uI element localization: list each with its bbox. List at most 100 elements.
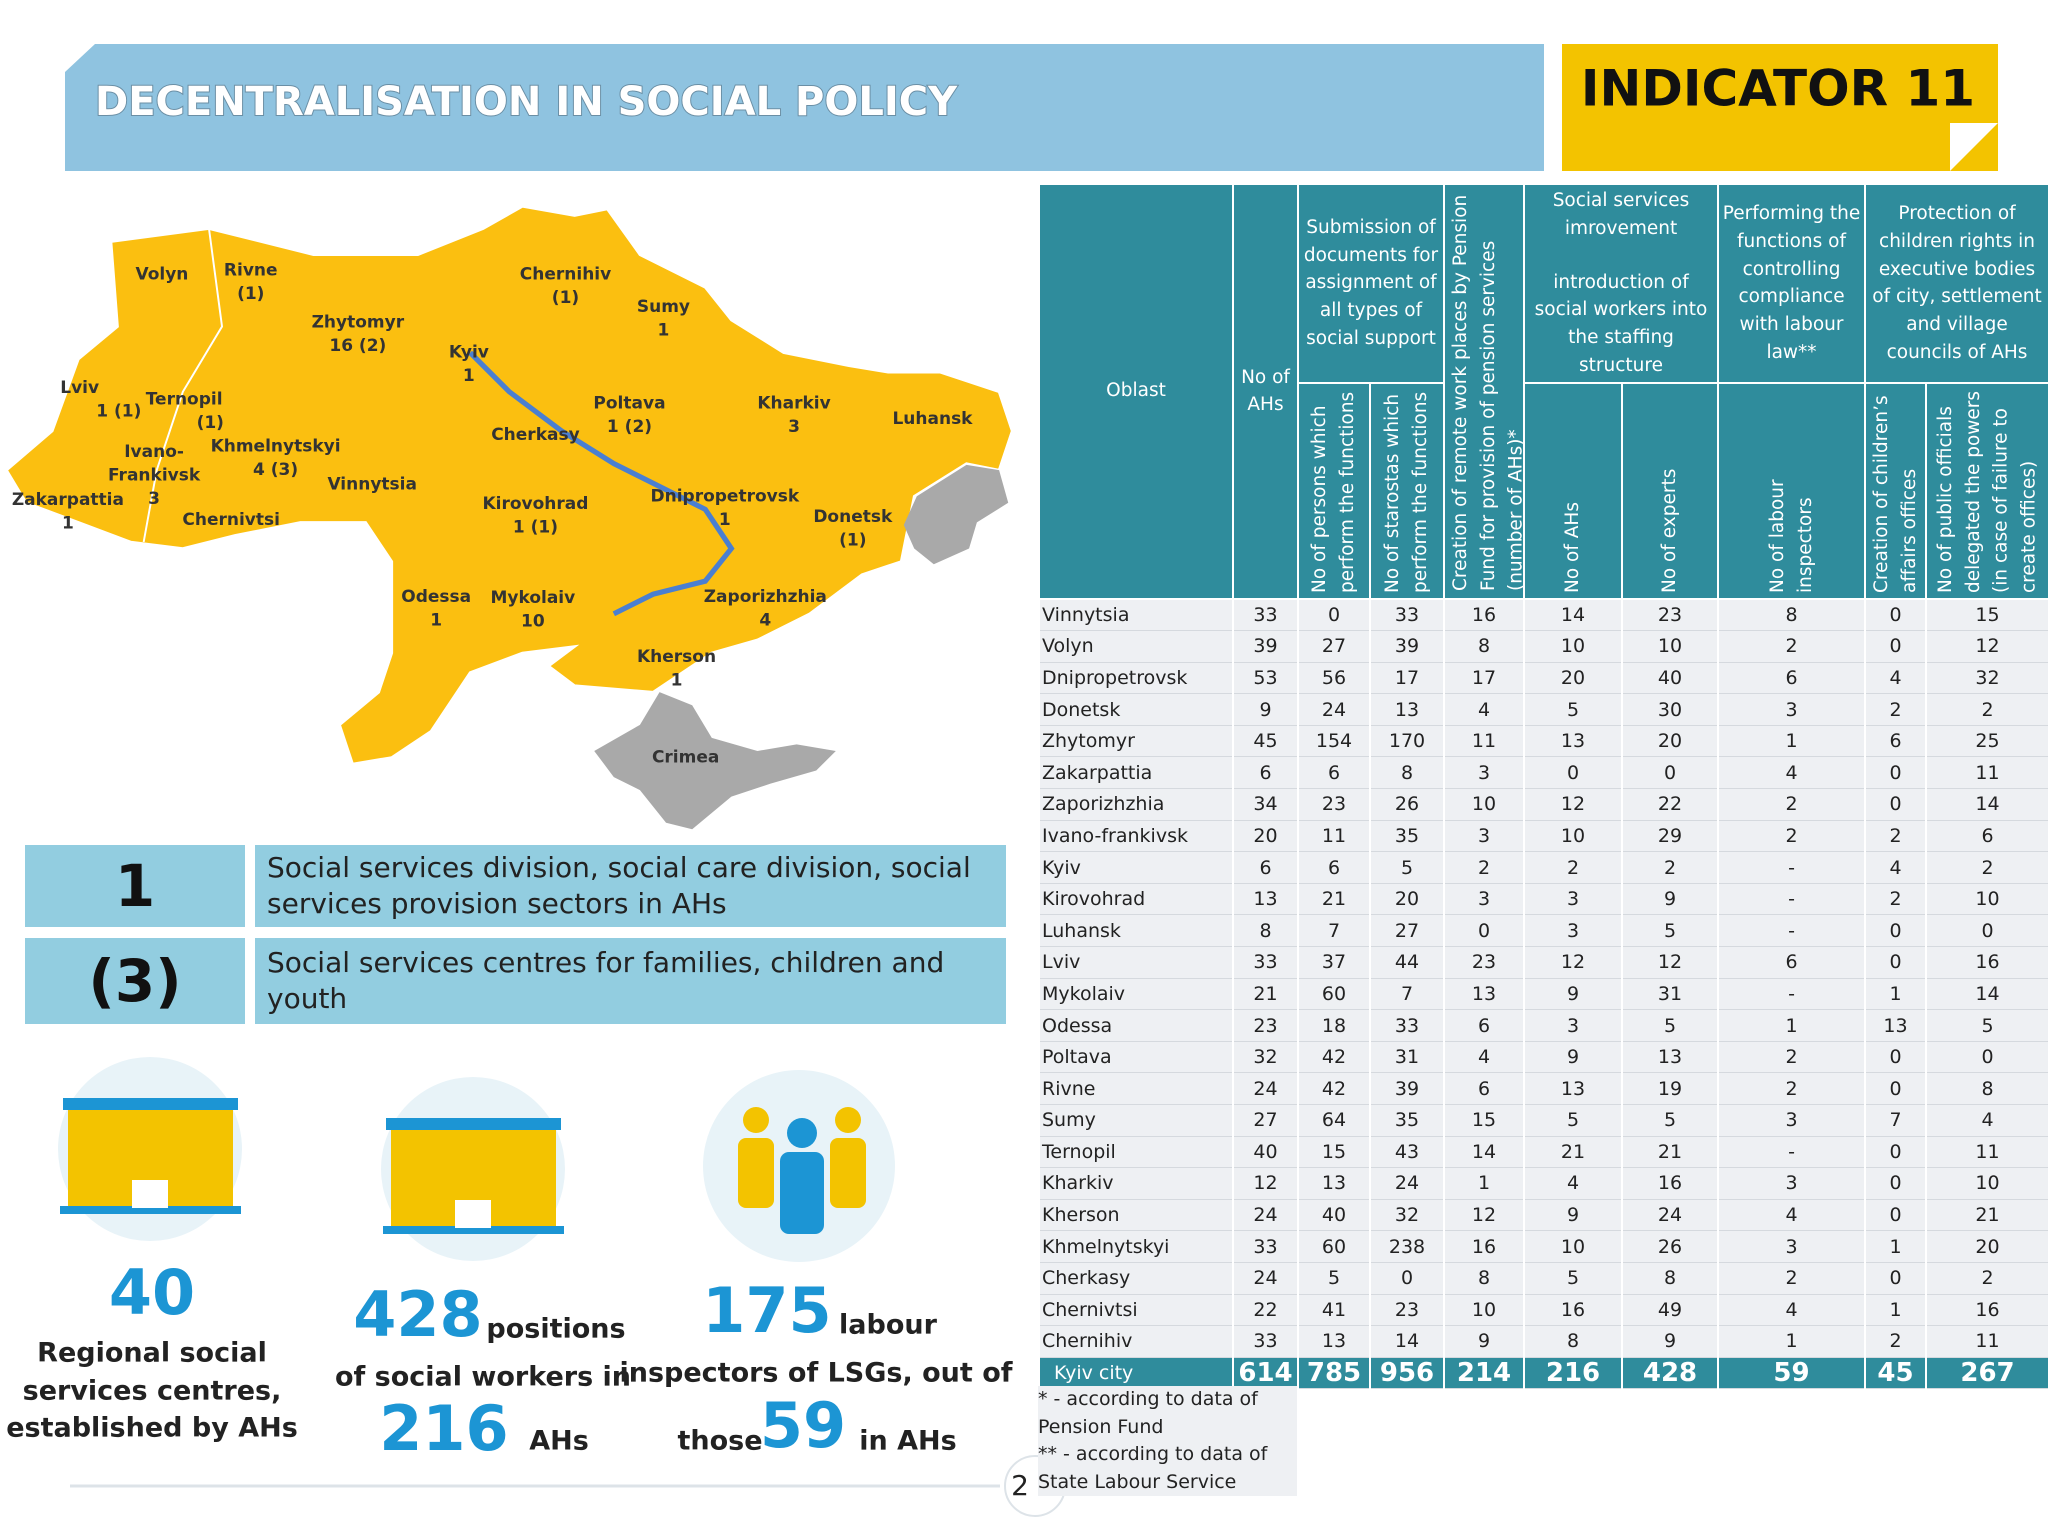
map-label: Frankivsk xyxy=(108,465,201,485)
table-cell: 0 xyxy=(1864,1262,1928,1295)
table-cell: 6 xyxy=(1925,820,2048,853)
table-cell: 2 xyxy=(1717,820,1867,853)
map-label: Lviv xyxy=(60,378,99,398)
table-row: Poltava 32 42 31 4 9 13 2 0 0 xyxy=(1038,1041,2048,1074)
table-cell: 26 xyxy=(1621,1230,1720,1263)
oblast-cell: Luhansk xyxy=(1038,914,1234,948)
table-cell: 3 xyxy=(1523,883,1624,916)
map-label: 4 (3) xyxy=(253,460,298,480)
map-label: Dnipropetrovsk xyxy=(650,486,799,506)
table-cell: 13 xyxy=(1443,978,1526,1011)
header-text: No of AHs xyxy=(1562,502,1584,593)
oblast-cell: Cherkasy xyxy=(1038,1262,1234,1295)
table-cell: 8 xyxy=(1523,1325,1624,1358)
oblast-cell: Chernivtsi xyxy=(1038,1294,1234,1327)
table-cell: 3 xyxy=(1717,693,1867,726)
table-cell: 33 xyxy=(1232,1325,1299,1358)
table-cell: 49 xyxy=(1621,1294,1720,1327)
table-cell: 0 xyxy=(1443,914,1526,948)
table-cell: 10 xyxy=(1523,1230,1624,1263)
table-cell: 10 xyxy=(1523,630,1624,663)
header-text: Creation of remote work places by Pensio… xyxy=(1450,195,1525,592)
table-cell: 8 xyxy=(1621,1262,1720,1295)
table-cell: 33 xyxy=(1232,598,1299,632)
table-row: Mykolaiv 21 60 7 13 9 31-1 14 xyxy=(1038,978,2048,1011)
map-label: 1 xyxy=(62,514,74,534)
table-row: Cherkasy 24 5 0 8 5 8 2 0 2 xyxy=(1038,1262,2048,1295)
header-text: No of public officials delegated the pow… xyxy=(1935,390,2040,593)
table-row: Chernivtsi 22 41 23 10 16 49 4 1 16 xyxy=(1038,1294,2048,1327)
map-label: 16 (2) xyxy=(329,336,386,356)
table-cell: 17 xyxy=(1368,662,1446,695)
oblast-cell: Kyiv xyxy=(1038,851,1234,884)
table-row: Lviv 33 37 44 23 12 12 6 0 16 xyxy=(1038,946,2048,979)
oblast-cell: Lviv xyxy=(1038,946,1234,979)
table-cell: 0 xyxy=(1297,598,1371,632)
table-cell: 53 xyxy=(1232,662,1299,695)
legend-symbol: (3) xyxy=(25,938,245,1024)
table-cell: 33 xyxy=(1368,1009,1446,1042)
table-row: Sumy 27 64 35 15 5 5 3 7 4 xyxy=(1038,1104,2048,1137)
table-cell: 8 xyxy=(1443,630,1526,663)
table-cell: 22 xyxy=(1232,1294,1299,1327)
table-row: Zaporizhzhia 34 23 26 10 12 22 2 0 14 xyxy=(1038,788,2048,821)
table-cell: 2 xyxy=(1925,851,2048,884)
table-cell: 33 xyxy=(1368,598,1446,632)
table-cell: 2 xyxy=(1864,693,1928,726)
map-label: 1 xyxy=(658,320,670,340)
table-cell: 4 xyxy=(1717,1199,1867,1232)
stat-number: 40 xyxy=(109,1256,195,1329)
oblast-cell: Mykolaiv xyxy=(1038,978,1234,1011)
table-cell: 13 xyxy=(1864,1009,1928,1042)
map-label: Crimea xyxy=(652,747,719,767)
table-cell: 26 xyxy=(1368,788,1446,821)
table-cell: 267 xyxy=(1925,1357,2048,1390)
oblast-cell: Kyiv city xyxy=(1038,1357,1234,1390)
table-row: Kirovohrad 13 21 20 3 3 9-2 10 xyxy=(1038,883,2048,916)
table-cell: 170 xyxy=(1368,725,1446,758)
table-cell: 27 xyxy=(1232,1104,1299,1137)
oblast-cell: Kherson xyxy=(1038,1199,1234,1232)
table-cell: 4 xyxy=(1443,693,1526,726)
table-cell: 14 xyxy=(1523,598,1624,632)
table-cell: 3 xyxy=(1443,820,1526,853)
map-label: (1) xyxy=(552,288,579,308)
table-cell: 24 xyxy=(1368,1167,1446,1200)
table-cell: 3 xyxy=(1523,1009,1624,1042)
indicator-notch xyxy=(1950,123,1998,171)
map-label: 1 xyxy=(671,670,683,690)
table-cell: 6 xyxy=(1232,851,1299,884)
table-cell: 21 xyxy=(1925,1199,2048,1232)
table-cell: 0 xyxy=(1621,756,1720,790)
map-label: Kirovohrad xyxy=(482,494,588,514)
indicator: INDICATOR 11 xyxy=(1581,60,1975,118)
table-cell: 9 xyxy=(1621,1325,1720,1358)
table-cell: 6 xyxy=(1443,1072,1526,1105)
table-cell: 154 xyxy=(1297,725,1371,758)
table-cell: 45 xyxy=(1232,725,1299,758)
stat-number: 428 xyxy=(353,1278,482,1351)
table-cell: 31 xyxy=(1368,1041,1446,1074)
map-label: 1 (1) xyxy=(96,401,141,421)
table-cell: 40 xyxy=(1232,1136,1299,1169)
header-text: No of labour inspectors xyxy=(1766,479,1816,593)
table-cell: 214 xyxy=(1443,1357,1526,1390)
table-row: Kharkiv 12 13 24 1 4 16 3 0 10 xyxy=(1038,1167,2048,1200)
table-cell: 16 xyxy=(1621,1167,1720,1200)
stat-number: 59 xyxy=(760,1389,846,1462)
table-cell: 7 xyxy=(1297,914,1371,948)
map-label: Odessa xyxy=(401,587,471,607)
table-cell: 44 xyxy=(1368,946,1446,979)
table-cell: 6 xyxy=(1717,662,1867,695)
table-cell: 7 xyxy=(1864,1104,1928,1137)
table-cell: 13 xyxy=(1621,1041,1720,1074)
table-cell: 40 xyxy=(1297,1199,1371,1232)
oblast-cell: Kharkiv xyxy=(1038,1167,1234,1200)
map xyxy=(4,204,1014,830)
table-cell: 59 xyxy=(1717,1357,1867,1390)
table-cell: 3 xyxy=(1717,1230,1867,1263)
table-cell: 35 xyxy=(1368,1104,1446,1137)
subheader-cell: Creation of children’s affairs offices xyxy=(1864,381,1928,600)
stat-number: 216 xyxy=(379,1392,508,1465)
table-cell: 25 xyxy=(1925,725,2048,758)
